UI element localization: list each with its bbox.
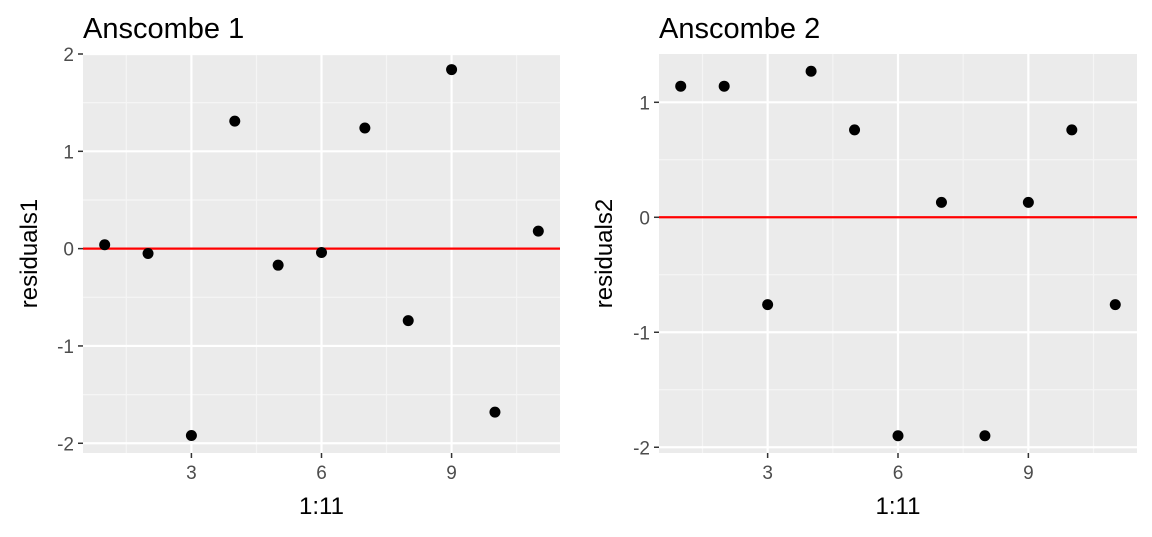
data-point [1022,196,1034,208]
x-axis-label: 1:11 [876,493,921,520]
x-axis-label: 1:11 [299,493,344,520]
data-point [229,115,241,127]
data-points [99,64,544,441]
data-point [805,65,817,77]
y-tick-label: 1 [63,142,74,163]
data-point [762,299,774,311]
data-points [675,65,1121,442]
y-axis-label: residuals1 [16,199,43,308]
y-tick-label: 0 [63,240,74,261]
axis-tick-marks [654,101,1030,458]
y-tick-label: -2 [57,434,74,455]
tick-labels: 3 6 9 -2 -1 0 1 2 [57,45,457,484]
y-tick-label: -1 [633,323,650,344]
axis-tick-marks [78,53,453,458]
data-point [532,225,544,237]
chart-anscombe-1: Anscombe 1 3 6 9 -2 -1 0 1 2 1:11 residuals1 [16,13,560,520]
data-point [359,122,371,134]
y-tick-label: 0 [639,208,650,229]
chart-anscombe-2: Anscombe 2 3 6 9 -2 -1 0 1 1:11 residuals2 [591,13,1137,520]
data-point [272,259,284,271]
data-point [979,430,991,442]
data-point [1109,299,1121,311]
y-axis-label: residuals2 [591,199,618,308]
y-tick-label: 2 [63,45,74,66]
x-tick-label: 9 [446,463,457,484]
y-tick-label: -2 [633,438,650,459]
data-point [718,80,730,92]
data-point [892,430,904,442]
data-point [142,248,154,259]
data-point [316,247,327,259]
y-tick-label: 1 [639,93,650,114]
data-point [935,196,947,208]
x-tick-label: 6 [893,463,904,484]
data-point [675,80,687,92]
y-tick-label: -1 [57,337,74,358]
data-point [849,124,861,136]
data-point [489,406,501,418]
x-tick-label: 3 [762,463,773,484]
data-point [1066,124,1078,136]
data-point [446,64,458,76]
grid-lines [659,54,1137,453]
data-point [99,239,111,251]
x-tick-label: 3 [186,463,197,484]
x-tick-label: 9 [1023,463,1034,484]
tick-labels: 3 6 9 -2 -1 0 1 [633,93,1034,484]
data-point [402,315,414,327]
chart-title: Anscombe 2 [659,13,820,45]
chart-title: Anscombe 1 [83,13,244,45]
data-point [185,429,197,441]
x-tick-label: 6 [316,463,327,484]
